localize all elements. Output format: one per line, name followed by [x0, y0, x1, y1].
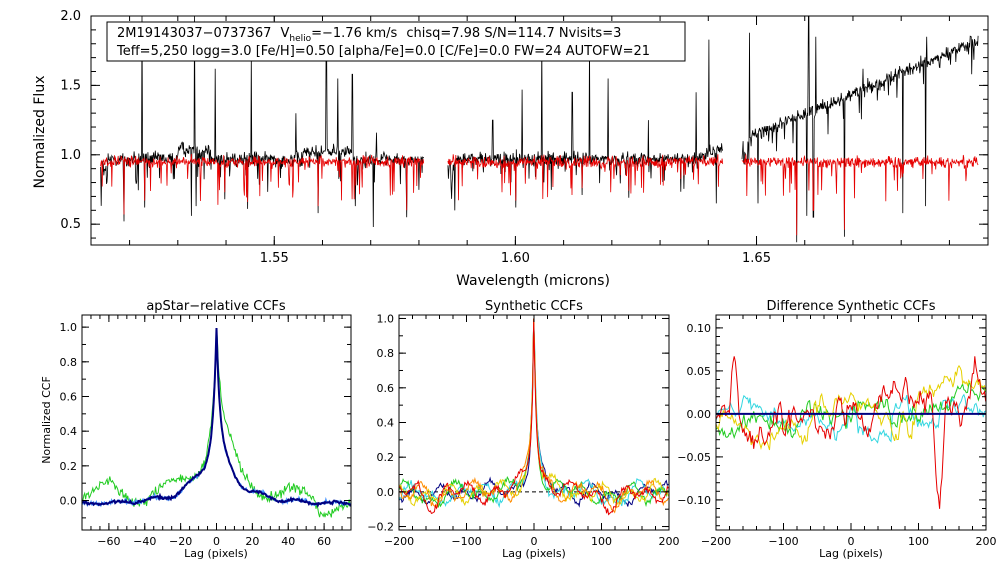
- info-v-value: =−1.76 km/s: [311, 26, 397, 41]
- synthetic-series-group: [399, 318, 669, 516]
- x-tick-label: −20: [169, 535, 192, 548]
- x-tick-label: 200: [659, 535, 680, 548]
- synthetic-title: Synthetic CCFs: [485, 299, 583, 314]
- x-tick-label: 1.60: [501, 251, 530, 266]
- info-v-sub: helio: [289, 34, 311, 44]
- spectrum-y-label: Normalized Flux: [32, 76, 48, 189]
- spectrum-axis-ticks: 1.55 1.60 1.65 0.5 1.0 1.5 2.0: [60, 9, 988, 266]
- x-tick-label: 100: [908, 535, 929, 548]
- difference-series-green: [716, 380, 986, 440]
- x-tick-label: −200: [701, 535, 731, 548]
- difference-series-red: [716, 356, 986, 509]
- x-tick-label: 200: [976, 535, 997, 548]
- synthetic-ccf-panel: −200 −100 0 100 200 −0.2 0.0 0.2 0.4 0.6 0.8 1.0 Sy…: [367, 299, 679, 560]
- x-tick-label: 1.55: [260, 251, 289, 266]
- info-params: Teff=5,250 logg=3.0 [Fe/H]=0.50 [alpha/F…: [116, 44, 650, 59]
- info-stats: chisq=7.98 S/N=114.7 Nvisits=3: [406, 26, 621, 41]
- spectrum-panel: 1.55 1.60 1.65 0.5 1.0 1.5 2.0 Wavelength (mic…: [32, 9, 989, 289]
- apstar-axis-ticks: −60 −40 −20 0 20 40 60 0.0 0.2 0.4 0.6 0.8 1.0: [60, 315, 352, 548]
- info-v-label: V: [280, 26, 289, 41]
- x-tick-label: −100: [768, 535, 798, 548]
- x-tick-label: 0: [848, 535, 855, 548]
- y-tick-label: 0.2: [60, 460, 78, 473]
- spectrum-series-group: [100, 16, 979, 243]
- spectrum-series-observed-chip-2: [447, 36, 724, 211]
- info-box-frame: [106, 21, 686, 62]
- info-star-id: 2M19143037−0737367: [117, 26, 271, 41]
- spectrum-info-box: 2M19143037−0737367 Vhelio=−1.76 km/s chisq…: [106, 21, 686, 62]
- x-tick-label: −40: [133, 535, 156, 548]
- y-tick-label: 0.10: [687, 322, 712, 335]
- synthetic-axis-ticks: −200 −100 0 100 200 −0.2 0.0 0.2 0.4 0.6 0.8 1.0: [367, 312, 679, 548]
- y-tick-label: −0.10: [677, 494, 711, 507]
- y-tick-label: 0.2: [377, 451, 395, 464]
- y-tick-label: 0.05: [687, 365, 712, 378]
- y-tick-label: 0.4: [60, 425, 78, 438]
- synthetic-x-label: Lag (pixels): [502, 547, 566, 560]
- y-tick-label: 0.8: [60, 356, 78, 369]
- spectrum-series-model-chip-3: [741, 154, 979, 236]
- y-tick-label: 1.0: [377, 312, 395, 325]
- y-tick-label: 0.8: [377, 347, 395, 360]
- spectrum-series-observed-chip-1: [100, 16, 425, 228]
- y-tick-label: 1.5: [60, 78, 81, 93]
- difference-series-group: [716, 356, 986, 509]
- difference-x-label: Lag (pixels): [819, 547, 883, 560]
- x-tick-label: 40: [281, 535, 295, 548]
- y-tick-label: −0.2: [367, 521, 394, 534]
- difference-ccf-panel: −200 −100 0 100 200 −0.10 −0.05 0.00 0.05 0.10 Di…: [677, 299, 996, 560]
- x-tick-label: 20: [245, 535, 259, 548]
- apstar-ccf-panel: −60 −40 −20 0 20 40 60 0.0 0.2 0.4 0.6 0.8 1.0 apSta…: [40, 299, 352, 560]
- y-tick-label: 0.4: [377, 417, 395, 430]
- x-tick-label: −100: [451, 535, 481, 548]
- x-tick-label: −60: [97, 535, 120, 548]
- x-tick-label: 1.65: [742, 251, 771, 266]
- x-tick-label: 0: [213, 535, 220, 548]
- spectrum-plot-frame: [90, 15, 989, 246]
- info-line-1: 2M19143037−0737367 Vhelio=−1.76 km/s chisq…: [117, 26, 621, 44]
- y-tick-label: 1.0: [60, 321, 78, 334]
- apstar-series-dark-blue: [82, 327, 351, 508]
- spectrum-series-model-chip-1: [100, 153, 425, 215]
- y-tick-label: 0.6: [377, 382, 395, 395]
- apstar-title: apStar−relative CCFs: [146, 299, 286, 314]
- x-tick-label: 0: [531, 535, 538, 548]
- y-tick-label: 0.6: [60, 390, 78, 403]
- spectrum-series-observed-chip-3: [741, 16, 979, 243]
- difference-axis-ticks: −200 −100 0 100 200 −0.10 −0.05 0.00 0.05 0.10: [677, 315, 997, 548]
- y-tick-label: −0.05: [677, 451, 711, 464]
- apstar-series-group: [82, 327, 351, 518]
- apstar-y-label: Normalized CCF: [40, 376, 53, 464]
- y-tick-label: 0.0: [60, 495, 78, 508]
- difference-series-yellow: [716, 364, 986, 451]
- y-tick-label: 2.0: [60, 9, 81, 24]
- x-tick-label: 60: [317, 535, 331, 548]
- y-tick-label: 0.0: [377, 486, 395, 499]
- spectrum-series-model-chip-2: [447, 154, 724, 201]
- x-tick-label: −200: [384, 535, 414, 548]
- difference-title: Difference Synthetic CCFs: [766, 299, 935, 314]
- y-tick-label: 0.5: [60, 217, 81, 232]
- spectrum-x-label: Wavelength (microns): [456, 273, 610, 289]
- y-tick-label: 1.0: [60, 148, 81, 163]
- y-tick-label: 0.00: [687, 408, 712, 421]
- x-tick-label: 100: [591, 535, 612, 548]
- apstar-x-label: Lag (pixels): [184, 547, 248, 560]
